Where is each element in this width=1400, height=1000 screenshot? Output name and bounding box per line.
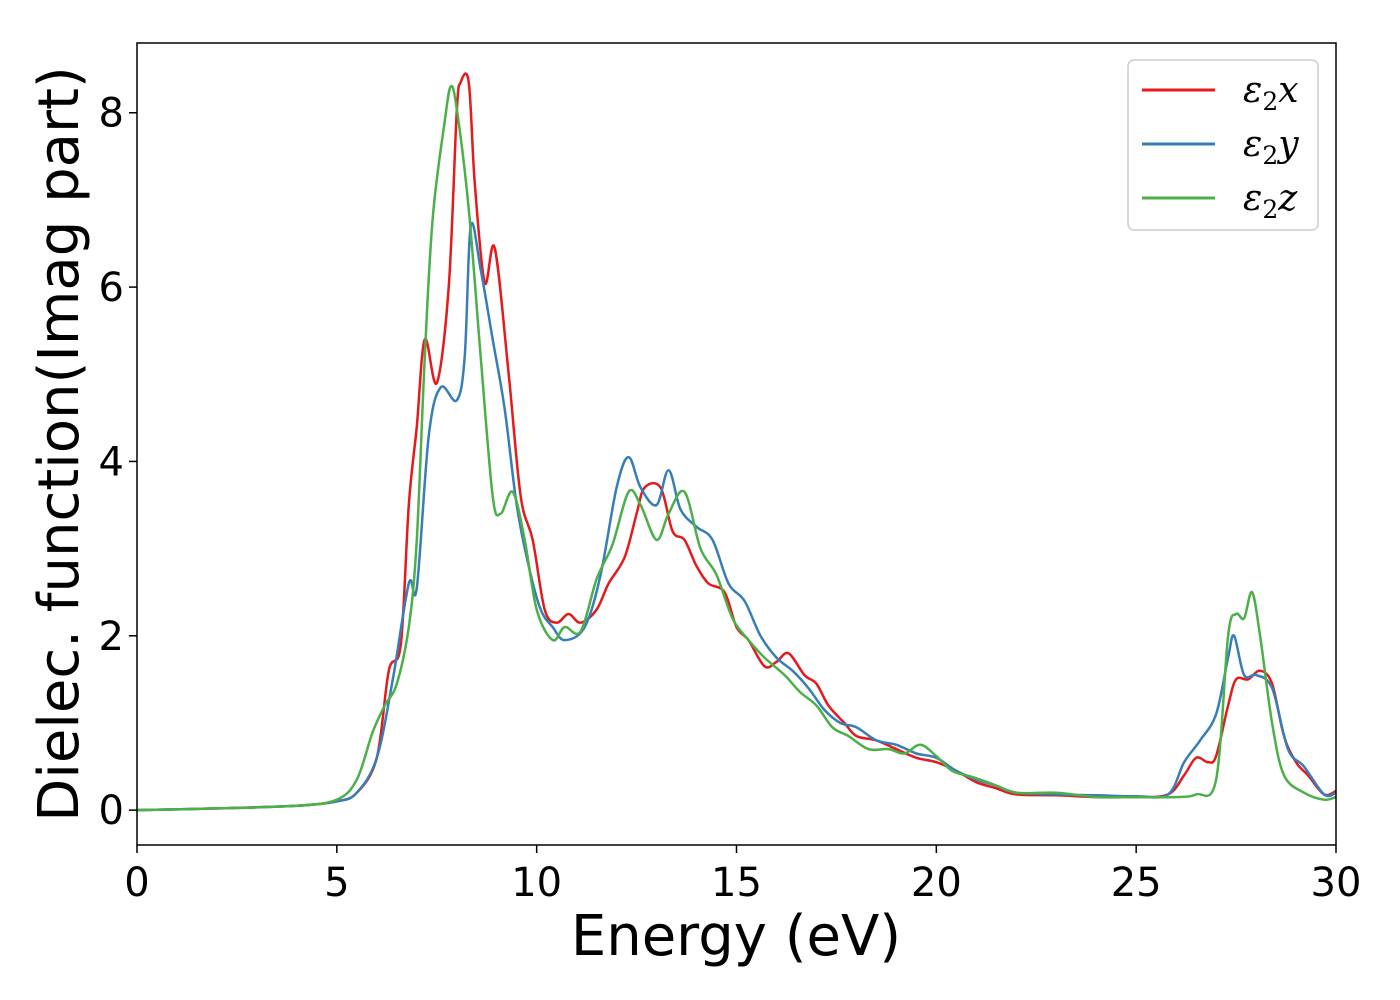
x-tick-label: 30	[1311, 860, 1362, 906]
x-tick-label: 0	[124, 860, 149, 906]
y-tick-label: 2	[99, 614, 124, 660]
x-axis-title: Energy (eV)	[571, 904, 901, 969]
y-axis-title: Dielec. function(Imag part)	[27, 66, 92, 822]
legend-box	[1127, 59, 1319, 231]
series-layer	[136, 72, 1337, 812]
series-line-3	[136, 84, 1337, 812]
legend-label-2: ε2y	[1243, 124, 1299, 170]
y-tick-label: 6	[99, 265, 124, 311]
x-tick-label: 5	[324, 860, 349, 906]
x-axis: 0 5 10 15 20 25 30	[124, 845, 1361, 906]
y-tick-label: 8	[99, 91, 124, 137]
legend-items: ε2x ε2y ε2z	[1142, 70, 1299, 224]
legend-label-3: ε2z	[1243, 178, 1298, 224]
y-axis: 0 2 4 6 8	[99, 91, 137, 834]
x-tick-label: 20	[911, 860, 962, 906]
y-tick-label: 0	[99, 788, 124, 834]
x-tick-label: 10	[511, 860, 562, 906]
x-tick-label: 25	[1111, 860, 1162, 906]
y-tick-label: 4	[99, 439, 124, 485]
x-tick-label: 15	[711, 860, 762, 906]
series-line-1	[136, 72, 1337, 812]
legend-label-1: ε2x	[1243, 70, 1299, 116]
legend: ε2x ε2y ε2z	[1127, 59, 1319, 231]
series-line-2	[136, 221, 1337, 812]
